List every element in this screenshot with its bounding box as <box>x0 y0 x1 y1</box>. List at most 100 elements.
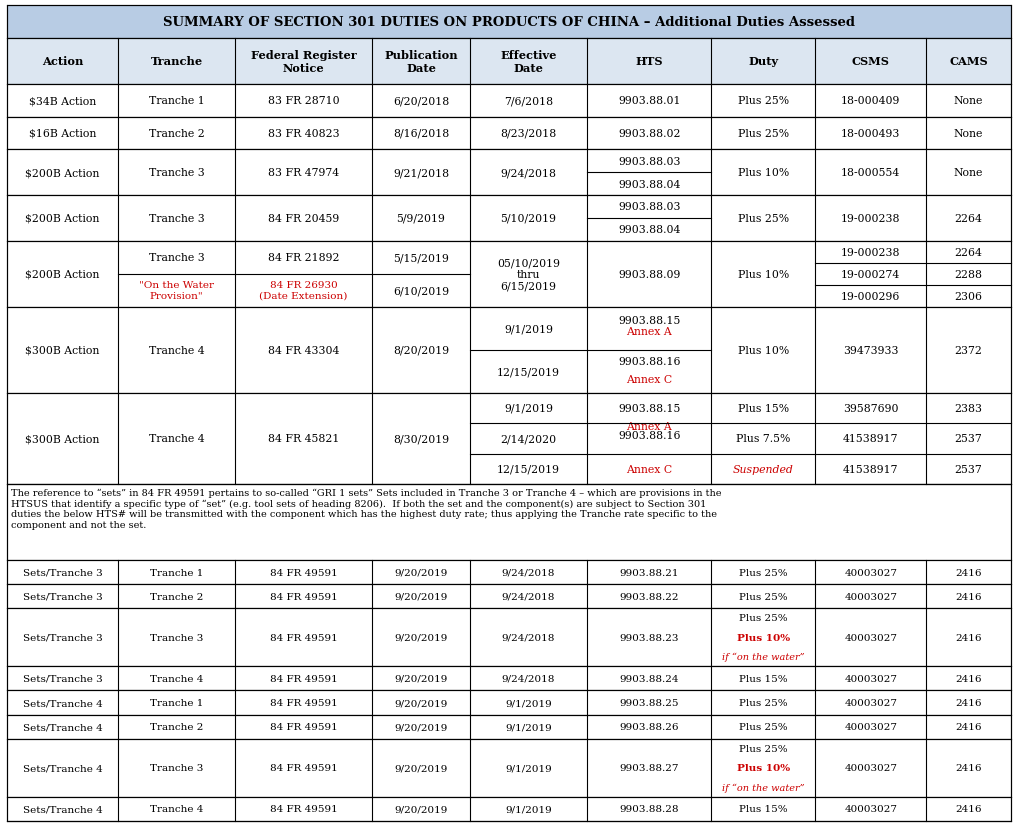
Text: $200B Action: $200B Action <box>25 168 100 178</box>
Text: 9903.88.27: 9903.88.27 <box>619 763 679 772</box>
Bar <box>7 691 1011 715</box>
Text: 9903.88.16: 9903.88.16 <box>618 431 680 441</box>
Text: 83 FR 40823: 83 FR 40823 <box>268 129 339 139</box>
Text: Action: Action <box>42 56 83 67</box>
Text: Tranche 1: Tranche 1 <box>149 96 205 106</box>
Text: 8/16/2018: 8/16/2018 <box>393 129 449 139</box>
Text: 7/6/2018: 7/6/2018 <box>504 96 553 106</box>
Bar <box>7 241 1011 307</box>
Text: Sets/Tranche 4: Sets/Tranche 4 <box>22 698 102 707</box>
Text: Sets/Tranche 3: Sets/Tranche 3 <box>22 592 102 601</box>
Text: 2416: 2416 <box>955 633 982 642</box>
Text: Sets/Tranche 3: Sets/Tranche 3 <box>22 633 102 642</box>
Text: 8/23/2018: 8/23/2018 <box>501 129 557 139</box>
Text: Tranche 3: Tranche 3 <box>149 168 205 178</box>
Bar <box>7 739 1011 797</box>
Text: 39473933: 39473933 <box>843 345 899 356</box>
Text: 9/20/2019: 9/20/2019 <box>394 633 448 642</box>
Text: 83 FR 28710: 83 FR 28710 <box>268 96 339 106</box>
Bar <box>7 307 1011 394</box>
Text: 84 FR 26930
(Date Extension): 84 FR 26930 (Date Extension) <box>260 281 348 300</box>
Text: 84 FR 49591: 84 FR 49591 <box>270 805 338 814</box>
Text: 19-000238: 19-000238 <box>841 213 901 223</box>
Text: Tranche 4: Tranche 4 <box>149 345 205 356</box>
Text: $300B Action: $300B Action <box>25 345 100 356</box>
Text: Tranche: Tranche <box>151 56 203 67</box>
Text: 8/20/2019: 8/20/2019 <box>393 345 449 356</box>
Text: Plus 15%: Plus 15% <box>739 805 788 814</box>
Text: 18-000554: 18-000554 <box>841 168 901 178</box>
Text: Plus 25%: Plus 25% <box>739 568 788 576</box>
Text: 5/10/2019: 5/10/2019 <box>501 213 557 223</box>
Text: None: None <box>954 168 983 178</box>
Text: 2288: 2288 <box>955 270 982 280</box>
Text: Annex C: Annex C <box>626 464 672 474</box>
Text: 40003027: 40003027 <box>844 698 897 707</box>
Text: 9/21/2018: 9/21/2018 <box>393 168 449 178</box>
Text: None: None <box>954 129 983 139</box>
Text: Tranche 4: Tranche 4 <box>149 434 205 444</box>
Text: Tranche 3: Tranche 3 <box>150 763 204 772</box>
Text: 40003027: 40003027 <box>844 722 897 731</box>
Text: 40003027: 40003027 <box>844 805 897 814</box>
Text: Sets/Tranche 3: Sets/Tranche 3 <box>22 674 102 683</box>
Text: 8/30/2019: 8/30/2019 <box>393 434 449 444</box>
Text: Tranche 1: Tranche 1 <box>150 698 204 707</box>
Text: Plus 15%: Plus 15% <box>739 674 788 683</box>
Text: 2416: 2416 <box>955 698 982 707</box>
Text: None: None <box>954 96 983 106</box>
Text: 9/20/2019: 9/20/2019 <box>394 674 448 683</box>
Text: 9/1/2019: 9/1/2019 <box>505 805 552 814</box>
Text: 18-000409: 18-000409 <box>841 96 901 106</box>
Text: 9/24/2018: 9/24/2018 <box>502 592 555 601</box>
Text: 05/10/2019
thru
6/15/2019: 05/10/2019 thru 6/15/2019 <box>497 258 560 291</box>
Text: 84 FR 45821: 84 FR 45821 <box>268 434 339 444</box>
Text: 41538917: 41538917 <box>843 464 899 474</box>
Text: 9/20/2019: 9/20/2019 <box>394 698 448 707</box>
Text: The reference to “sets” in 84 FR 49591 pertains to so-called “GRI 1 sets” Sets i: The reference to “sets” in 84 FR 49591 p… <box>11 489 722 529</box>
Text: 9/1/2019: 9/1/2019 <box>505 698 552 707</box>
Text: 2264: 2264 <box>955 213 982 223</box>
Bar <box>7 117 1011 151</box>
Text: 2372: 2372 <box>955 345 982 356</box>
Bar <box>7 485 1011 561</box>
Text: 2306: 2306 <box>955 291 982 301</box>
Text: 84 FR 49591: 84 FR 49591 <box>270 698 338 707</box>
Text: 40003027: 40003027 <box>844 633 897 642</box>
Text: 9903.88.04: 9903.88.04 <box>618 179 680 189</box>
Text: 12/15/2019: 12/15/2019 <box>497 464 560 474</box>
Text: Plus 10%: Plus 10% <box>738 345 789 356</box>
Text: 9903.88.04: 9903.88.04 <box>618 225 680 235</box>
Text: 40003027: 40003027 <box>844 592 897 601</box>
Text: Sets/Tranche 4: Sets/Tranche 4 <box>22 763 102 772</box>
Text: 2416: 2416 <box>955 763 982 772</box>
Text: 9903.88.16: 9903.88.16 <box>618 356 680 366</box>
Text: Annex A: Annex A <box>626 422 672 432</box>
Text: 6/20/2018: 6/20/2018 <box>393 96 449 106</box>
Text: 2416: 2416 <box>955 592 982 601</box>
Text: 9903.88.03: 9903.88.03 <box>618 156 680 167</box>
Text: HTS: HTS <box>635 56 663 67</box>
Text: Tranche 2: Tranche 2 <box>150 722 204 731</box>
Text: 40003027: 40003027 <box>844 674 897 683</box>
Text: Plus 10%: Plus 10% <box>737 763 790 772</box>
Text: Plus 7.5%: Plus 7.5% <box>736 434 790 444</box>
Text: Plus 25%: Plus 25% <box>739 722 788 731</box>
Text: 19-000296: 19-000296 <box>841 291 901 301</box>
Text: Plus 25%: Plus 25% <box>738 129 789 139</box>
Text: Sets/Tranche 3: Sets/Tranche 3 <box>22 568 102 576</box>
Text: Plus 25%: Plus 25% <box>739 744 788 753</box>
Text: CSMS: CSMS <box>852 56 890 67</box>
Text: 2537: 2537 <box>955 464 982 474</box>
Text: 2383: 2383 <box>955 404 982 414</box>
Bar <box>7 561 1011 585</box>
Text: 9/20/2019: 9/20/2019 <box>394 568 448 576</box>
Text: Tranche 1: Tranche 1 <box>150 568 204 576</box>
Text: if “on the water”: if “on the water” <box>722 782 804 792</box>
Text: Annex C: Annex C <box>626 375 672 385</box>
Text: $200B Action: $200B Action <box>25 213 100 223</box>
Text: 2264: 2264 <box>955 247 982 257</box>
Text: 19-000274: 19-000274 <box>841 270 901 280</box>
Text: Tranche 2: Tranche 2 <box>150 592 204 601</box>
Text: 84 FR 43304: 84 FR 43304 <box>268 345 339 356</box>
